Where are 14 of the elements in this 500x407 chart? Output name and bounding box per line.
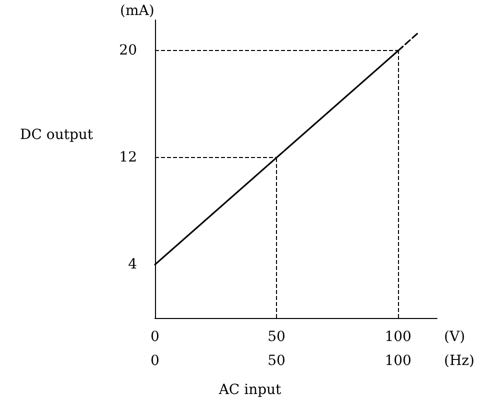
x2-tick-label: 0: [150, 353, 160, 369]
y-axis-title: DC output: [20, 127, 94, 143]
text: (mA): [120, 3, 154, 19]
text: (V): [444, 329, 466, 345]
y-tick-label: 20: [119, 42, 137, 59]
x-tick-label: 50: [268, 329, 286, 345]
x2-tick-label: 50: [268, 353, 286, 369]
x-axis-title: AC input: [218, 382, 282, 398]
text: (Hz): [444, 353, 475, 369]
x2-tick-label: 100: [384, 353, 412, 369]
y-tick-label: 4: [128, 256, 138, 273]
x-tick-label: 0: [150, 329, 160, 345]
y-tick-label: 12: [119, 150, 137, 166]
x-tick-label: 100: [384, 329, 412, 345]
